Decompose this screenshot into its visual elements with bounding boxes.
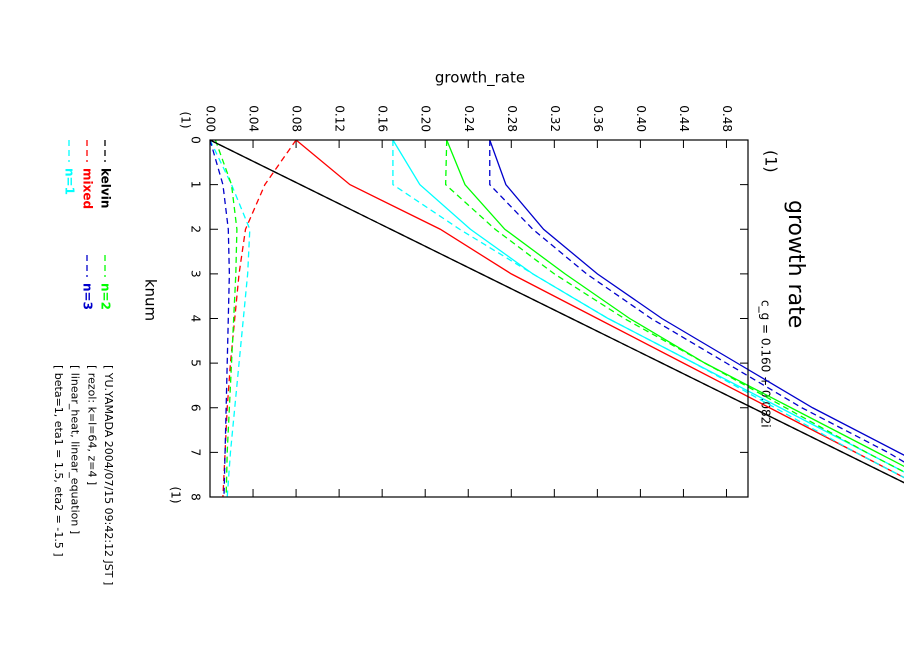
- series-line: [295, 139, 904, 498]
- series-line: [489, 140, 904, 498]
- y-tick-label: 0.00: [204, 105, 218, 132]
- x-tick-label: 8: [189, 493, 203, 501]
- y-axis-label: growth_rate: [435, 69, 525, 88]
- y-axis-unit: (1): [179, 112, 193, 129]
- footer-line: [ YU.YAMADA 2004/07/15 09:42:12 JST ]: [102, 365, 115, 585]
- x-tick-label: 4: [189, 315, 203, 323]
- y-tick-label: 0.20: [419, 105, 433, 132]
- x-tick-label: 3: [189, 270, 203, 278]
- series-line: [214, 139, 238, 498]
- y-tick-label: 0.48: [720, 105, 734, 132]
- y-tick-label: 0.12: [333, 105, 347, 132]
- series-line: [209, 139, 904, 498]
- series-line: [222, 139, 297, 498]
- legend-label: mixed: [81, 168, 95, 209]
- series-line: [392, 140, 904, 498]
- footer-line: [ linear_heat, linear_equation ]: [69, 365, 82, 534]
- plot-frame: [209, 139, 749, 498]
- series-line: [444, 139, 904, 498]
- y-tick-label: 0.32: [548, 105, 562, 132]
- y-tick-label: 0.08: [290, 105, 304, 132]
- x-tick-label: 6: [189, 404, 203, 412]
- y-tick-label: 0.28: [505, 105, 519, 132]
- y-tick-label: 0.16: [376, 105, 390, 132]
- x-tick-label: 1: [189, 181, 203, 189]
- series-line: [392, 139, 904, 498]
- rotated-frame: growth rate (1) c_g = 0.160 + 0.082i knu…: [52, 69, 904, 585]
- series-line: [209, 139, 251, 498]
- y-tick-label: 0.40: [634, 105, 648, 132]
- legend-label: kelvin: [99, 168, 113, 208]
- chart-title: growth rate: [783, 200, 808, 328]
- title-unit: (1): [762, 150, 781, 173]
- y-tick-label: 0.04: [247, 105, 261, 132]
- series-line: [446, 139, 904, 498]
- series-line: [489, 139, 904, 498]
- footer-line: [ rezol: k=l=64, z=4 ]: [85, 365, 98, 485]
- legend-label: n=2: [99, 283, 113, 310]
- y-tick-label: 0.44: [677, 105, 691, 132]
- x-tick-label: 5: [189, 359, 203, 367]
- x-tick-label: 2: [189, 225, 203, 233]
- y-tick-label: 0.24: [462, 105, 476, 132]
- x-axis-unit: (1): [169, 487, 183, 504]
- series-line: [209, 139, 231, 498]
- x-tick-label: 0: [189, 136, 203, 144]
- x-axis-label: knum: [142, 279, 160, 321]
- legend-label: n=3: [81, 283, 95, 310]
- footer-line: [ beta=1, eta1 = 1.5, eta2 = -1.5 ]: [52, 365, 65, 557]
- y-tick-label: 0.36: [591, 105, 605, 132]
- legend-label: n=1: [63, 168, 77, 195]
- x-tick-label: 7: [189, 449, 203, 457]
